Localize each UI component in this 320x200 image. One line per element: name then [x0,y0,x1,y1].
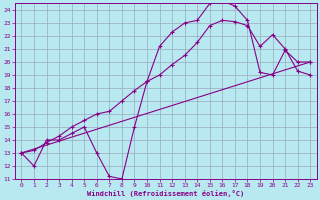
X-axis label: Windchill (Refroidissement éolien,°C): Windchill (Refroidissement éolien,°C) [87,190,244,197]
